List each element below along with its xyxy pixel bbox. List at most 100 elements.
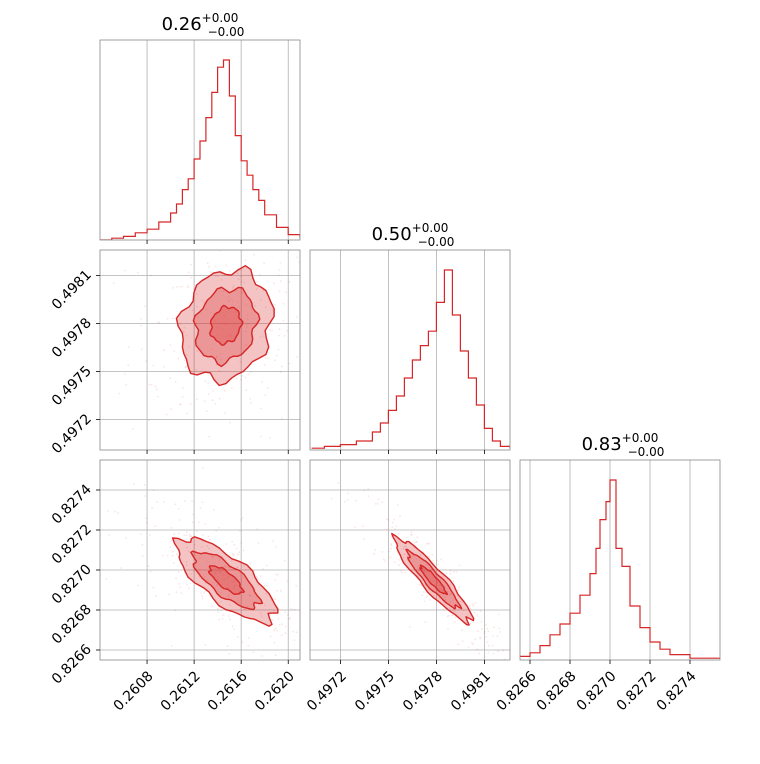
sample-point <box>462 609 465 611</box>
sample-point <box>188 533 191 536</box>
sample-point <box>516 657 518 659</box>
sample-point <box>222 614 225 616</box>
sample-point <box>271 329 273 332</box>
sample-point <box>229 618 231 621</box>
sample-point <box>245 389 248 391</box>
sample-point <box>275 629 278 632</box>
sample-point <box>330 497 333 500</box>
sample-point <box>295 631 298 634</box>
sample-point <box>390 544 393 547</box>
sample-point <box>246 318 249 320</box>
sample-point <box>203 575 206 578</box>
sample-point <box>296 316 298 318</box>
panel-frame <box>99 249 301 451</box>
sample-point <box>216 333 219 336</box>
sample-point <box>184 366 187 369</box>
sample-point <box>410 533 413 536</box>
sample-point <box>214 378 217 381</box>
sample-point <box>265 183 267 185</box>
sample-point <box>440 558 442 561</box>
sample-point <box>219 572 222 574</box>
sample-point <box>201 501 204 504</box>
sample-point <box>172 551 174 553</box>
sample-point <box>283 559 286 562</box>
sample-point <box>227 576 230 579</box>
sample-point <box>120 567 122 569</box>
sample-point <box>154 385 157 388</box>
sample-point <box>214 402 217 405</box>
sample-point <box>189 403 192 405</box>
sample-point <box>296 256 299 259</box>
sample-point <box>286 613 289 616</box>
histogram-param-3 <box>520 479 720 659</box>
sample-point <box>256 528 259 531</box>
sample-point <box>428 599 431 601</box>
sample-point <box>216 355 219 358</box>
sample-point <box>437 563 440 566</box>
sample-point <box>172 562 175 565</box>
title-plus: +0.00 <box>412 221 449 235</box>
sample-point <box>173 533 176 535</box>
sample-point <box>492 626 495 629</box>
sample-point <box>230 335 232 338</box>
sample-point <box>151 507 154 509</box>
sample-point <box>412 554 415 557</box>
sample-point <box>228 295 230 298</box>
sample-point <box>222 193 224 195</box>
sample-point <box>178 532 180 535</box>
sample-point <box>237 599 240 602</box>
sample-point <box>214 275 217 278</box>
sample-point <box>259 336 262 339</box>
sample-point <box>178 519 181 521</box>
sample-point <box>144 495 147 497</box>
sample-point <box>308 608 310 610</box>
title-plus: +0.00 <box>202 11 239 25</box>
sample-point <box>166 554 169 557</box>
sample-point <box>479 636 482 639</box>
sample-point <box>307 292 309 294</box>
sample-point <box>203 591 206 594</box>
sample-point <box>297 224 299 226</box>
sample-point <box>212 556 215 558</box>
sample-point <box>220 591 223 594</box>
sample-point <box>262 568 265 571</box>
sample-point <box>243 608 246 610</box>
sample-point <box>211 605 214 608</box>
sample-point <box>231 559 233 562</box>
sample-point <box>479 637 482 640</box>
sample-point <box>232 284 235 287</box>
sample-point <box>272 540 274 542</box>
sample-point <box>234 584 237 586</box>
sample-point <box>283 335 286 337</box>
sample-point <box>446 615 449 618</box>
sample-point <box>293 608 296 611</box>
sample-point <box>469 607 471 610</box>
sample-point <box>485 624 487 626</box>
sample-point <box>235 289 237 292</box>
sample-point <box>392 521 394 524</box>
sample-point <box>188 218 190 220</box>
sample-point <box>118 392 121 395</box>
sample-point <box>170 645 173 647</box>
sample-point <box>185 534 188 537</box>
sample-point <box>312 290 314 292</box>
sample-point <box>397 542 400 545</box>
param-title: 0.50+0.00 <box>372 221 449 245</box>
sample-point <box>274 598 277 601</box>
sample-point <box>442 609 445 611</box>
sample-point <box>132 428 134 430</box>
sample-point <box>174 468 176 470</box>
sample-point <box>188 346 191 348</box>
contour-level <box>391 532 475 626</box>
sample-point <box>218 618 221 621</box>
sample-point <box>214 571 217 574</box>
sample-point <box>410 533 412 536</box>
sample-point <box>480 661 482 663</box>
sample-point <box>263 262 265 265</box>
sample-point <box>245 343 248 346</box>
sample-point <box>201 299 204 302</box>
sample-point <box>479 610 482 613</box>
sample-point <box>277 274 280 277</box>
sample-point <box>233 543 236 546</box>
sample-point <box>277 617 280 620</box>
